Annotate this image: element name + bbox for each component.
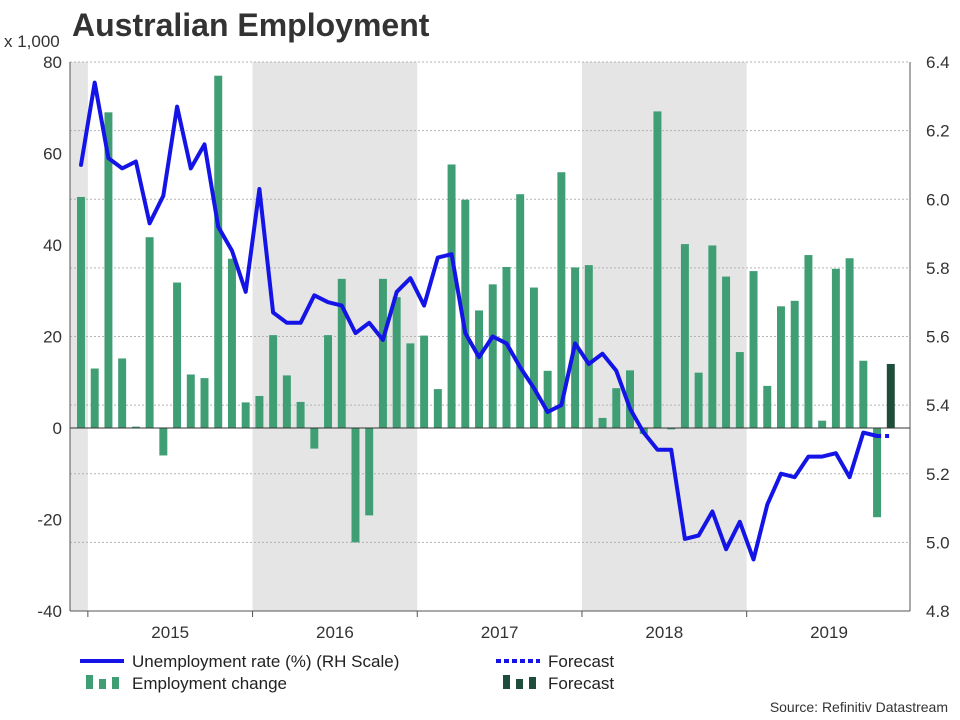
year-label-2015: 2015 bbox=[151, 623, 189, 642]
employment-bar-2015-10 bbox=[214, 75, 223, 428]
employment-bar-2018-12 bbox=[735, 352, 744, 428]
employment-bar-2019-09 bbox=[859, 360, 868, 428]
employment-bar-2018-07 bbox=[667, 428, 676, 430]
employment-bar-2017-04 bbox=[461, 199, 470, 428]
employment-bar-2018-10 bbox=[708, 245, 717, 428]
employment-bar-2017-06 bbox=[488, 284, 497, 428]
employment-bar-2015-03 bbox=[118, 358, 127, 428]
employment-bar-2016-10 bbox=[378, 278, 387, 428]
right-tick-label-2: 5.2 bbox=[926, 465, 950, 484]
employment-bar-2018-11 bbox=[722, 276, 731, 428]
employment-bar-2018-03 bbox=[612, 388, 621, 428]
employment-bar-2019-06 bbox=[818, 420, 827, 428]
right-tick-label-3: 5.4 bbox=[926, 396, 950, 415]
employment-bar-2017-09 bbox=[529, 287, 538, 428]
employment-bar-2017-03 bbox=[447, 164, 456, 429]
employment-bar-2015-08 bbox=[186, 374, 195, 428]
right-tick-label-8: 6.4 bbox=[926, 53, 950, 72]
employment-bar-2018-01 bbox=[584, 265, 593, 428]
legend-bar-swatch-2 bbox=[99, 679, 106, 689]
employment-bar-2015-09 bbox=[200, 378, 209, 428]
employment-bar-2016-02 bbox=[269, 335, 278, 428]
year-label-2018: 2018 bbox=[645, 623, 683, 642]
left-tick-label-4: 40 bbox=[43, 236, 62, 255]
employment-bar-2016-03 bbox=[282, 375, 291, 428]
employment-bar-2015-12 bbox=[241, 402, 250, 428]
left-tick-label-3: 20 bbox=[43, 328, 62, 347]
employment-bar-2019-04 bbox=[790, 300, 799, 428]
employment-bar-2016-05 bbox=[310, 428, 319, 449]
left-tick-label-5: 60 bbox=[43, 145, 62, 164]
employment-bar-2017-10 bbox=[543, 370, 552, 428]
employment-bar-2016-11 bbox=[392, 297, 401, 428]
right-tick-label-6: 6.0 bbox=[926, 190, 950, 209]
legend-label-unemployment: Unemployment rate (%) (RH Scale) bbox=[132, 652, 399, 671]
legend-forecast-bar-swatch-3 bbox=[529, 677, 536, 689]
right-tick-label-5: 5.8 bbox=[926, 259, 950, 278]
employment-bar-2016-12 bbox=[406, 343, 415, 428]
employment-bar-2016-08 bbox=[351, 428, 360, 543]
right-tick-label-0: 4.8 bbox=[926, 602, 950, 621]
employment-bar-2017-01 bbox=[420, 335, 429, 428]
employment-bar-2017-11 bbox=[557, 172, 566, 428]
employment-bar-2019-03 bbox=[777, 306, 785, 428]
forecast-bar-2019-11 bbox=[886, 363, 895, 428]
left-tick-label-0: -40 bbox=[37, 602, 62, 621]
employment-bar-2016-07 bbox=[337, 278, 346, 428]
legend-label-forecast-bars: Forecast bbox=[548, 674, 614, 693]
employment-bar-2019-08 bbox=[845, 258, 854, 428]
right-tick-label-4: 5.6 bbox=[926, 328, 950, 347]
year-label-2016: 2016 bbox=[316, 623, 354, 642]
axes-group bbox=[69, 62, 911, 617]
legend-label-employment-change: Employment change bbox=[132, 674, 287, 693]
employment-bar-2015-06 bbox=[159, 428, 168, 456]
year-label-2017: 2017 bbox=[481, 623, 519, 642]
employment-bar-2015-05 bbox=[145, 237, 154, 428]
year-label-2019: 2019 bbox=[810, 623, 848, 642]
employment-bar-2017-05 bbox=[475, 310, 483, 428]
lines-group bbox=[79, 80, 891, 562]
employment-bar-2019-07 bbox=[831, 268, 840, 428]
employment-bar-2016-01 bbox=[255, 395, 264, 428]
employment-bar-2014-12 bbox=[77, 196, 85, 428]
employment-bar-2018-04 bbox=[626, 370, 634, 428]
employment-bar-2019-02 bbox=[763, 385, 772, 428]
tick-labels-group: -40 -20 0 20 40 60 80 4.8 5.0 5.2 5.4 5.6 5.8 6.0 6.2 6… bbox=[37, 53, 949, 642]
employment-bar-2016-09 bbox=[365, 428, 374, 516]
left-axis-unit-label: x 1,000 bbox=[4, 32, 60, 51]
left-tick-label-1: -20 bbox=[37, 511, 62, 530]
employment-bar-2019-01 bbox=[749, 271, 758, 428]
legend: Unemployment rate (%) (RH Scale) Forecas… bbox=[80, 652, 614, 693]
employment-bar-2018-02 bbox=[598, 417, 607, 428]
employment-bar-2016-06 bbox=[324, 335, 333, 428]
legend-bar-swatch-3 bbox=[112, 677, 119, 689]
employment-bar-2018-09 bbox=[694, 372, 703, 428]
left-tick-label-6: 80 bbox=[43, 53, 62, 72]
employment-bar-2017-08 bbox=[516, 194, 525, 428]
employment-bar-2015-01 bbox=[90, 368, 99, 428]
unemployment-rate-line bbox=[79, 80, 880, 562]
employment-bar-2018-08 bbox=[680, 244, 689, 428]
legend-forecast-bar-swatch-2 bbox=[516, 679, 523, 689]
employment-bar-2015-04 bbox=[131, 426, 140, 428]
employment-bar-2015-02 bbox=[104, 112, 113, 428]
left-tick-label-2: 0 bbox=[53, 419, 62, 438]
legend-label-forecast-line: Forecast bbox=[548, 652, 614, 671]
legend-forecast-bar-swatch-1 bbox=[503, 675, 510, 689]
employment-bar-2017-07 bbox=[502, 266, 511, 428]
employment-bar-2019-05 bbox=[804, 255, 813, 428]
legend-bar-swatch-1 bbox=[86, 675, 93, 689]
employment-bar-2018-06 bbox=[653, 111, 662, 428]
employment-bar-2019-10 bbox=[873, 428, 882, 518]
bars-group bbox=[77, 75, 895, 543]
right-tick-label-1: 5.0 bbox=[926, 533, 950, 552]
chart-title: Australian Employment bbox=[72, 7, 430, 43]
employment-bar-2015-11 bbox=[227, 258, 236, 428]
right-tick-label-7: 6.2 bbox=[926, 122, 950, 141]
employment-bar-2016-04 bbox=[296, 401, 305, 428]
source-note: Source: Refinitiv Datastream bbox=[770, 699, 948, 715]
employment-bar-2015-07 bbox=[173, 282, 182, 428]
employment-bar-2017-02 bbox=[433, 389, 442, 428]
